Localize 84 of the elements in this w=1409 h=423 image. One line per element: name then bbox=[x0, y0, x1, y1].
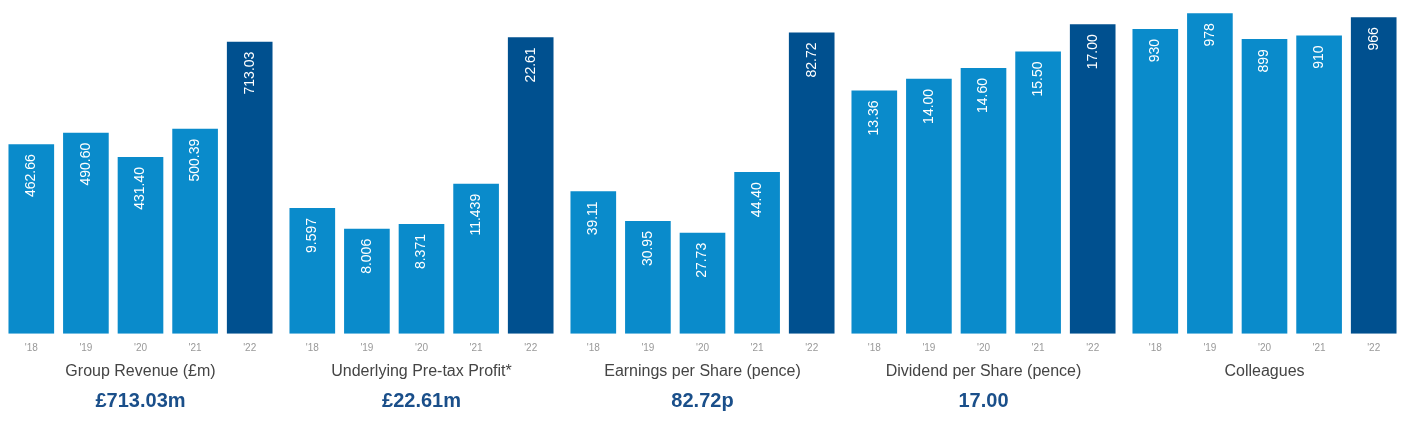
data-label: 8.371 bbox=[412, 233, 429, 270]
x-tick-label: '21 bbox=[1312, 341, 1327, 353]
x-tick-label: '22 bbox=[1367, 341, 1381, 353]
x-axis-title: Group Revenue (£m) bbox=[65, 361, 216, 379]
bar bbox=[344, 228, 390, 334]
bar bbox=[289, 207, 336, 334]
bar bbox=[172, 128, 218, 334]
data-label: 8.006 bbox=[357, 238, 374, 274]
bar bbox=[1187, 13, 1233, 334]
x-axis-title: Dividend per Share (pence) bbox=[885, 361, 1082, 379]
x-tick-label: '21 bbox=[188, 341, 203, 353]
data-label: 14.00 bbox=[919, 88, 936, 124]
x-tick-label: '20 bbox=[1257, 341, 1272, 353]
text: 82.72p bbox=[671, 389, 734, 413]
data-label: 13.36 bbox=[865, 100, 882, 136]
data-label: 910 bbox=[1309, 45, 1326, 69]
x-tick-label: '22 bbox=[1086, 341, 1100, 353]
data-label: 27.73 bbox=[693, 242, 710, 278]
data-label: 15.50 bbox=[1028, 61, 1045, 97]
x-tick-label: '22 bbox=[524, 341, 538, 353]
x-tick-label: '22 bbox=[805, 341, 819, 353]
data-label: 82.72 bbox=[802, 42, 819, 78]
bar bbox=[1350, 17, 1397, 334]
x-tick-label: '21 bbox=[1031, 341, 1046, 353]
bar bbox=[851, 90, 898, 334]
data-label: 11.439 bbox=[466, 193, 483, 236]
bar bbox=[1069, 24, 1116, 334]
bar bbox=[1132, 28, 1179, 334]
x-tick-label: '20 bbox=[414, 341, 429, 353]
bar bbox=[226, 41, 273, 334]
data-label: 39.11 bbox=[584, 201, 601, 236]
data-label: 30.95 bbox=[638, 230, 655, 267]
text: £22.61m bbox=[382, 389, 461, 413]
x-tick-label: '18 bbox=[867, 341, 882, 353]
x-tick-label: '19 bbox=[360, 341, 374, 353]
x-axis-title: Earnings per Share (pence) bbox=[604, 361, 801, 379]
bar bbox=[63, 132, 109, 334]
bar bbox=[788, 32, 835, 334]
bar bbox=[117, 157, 164, 334]
data-label: 22.61 bbox=[521, 47, 538, 83]
x-tick-label: '18 bbox=[1148, 341, 1163, 353]
x-tick-label: '18 bbox=[305, 341, 320, 353]
bar bbox=[679, 232, 726, 334]
data-label: 490.60 bbox=[76, 142, 93, 186]
data-label: 930 bbox=[1146, 38, 1163, 63]
data-label: 431.40 bbox=[131, 166, 148, 210]
data-label: 966 bbox=[1364, 26, 1381, 51]
data-label: 14.60 bbox=[974, 77, 991, 113]
x-tick-label: '18 bbox=[586, 341, 601, 353]
bar bbox=[507, 37, 554, 334]
bar bbox=[960, 67, 1007, 334]
bar bbox=[906, 78, 952, 334]
bar bbox=[1296, 35, 1342, 334]
bar bbox=[625, 221, 671, 334]
data-label: 17.00 bbox=[1083, 34, 1100, 70]
x-axis-title: Underlying Pre-tax Profit* bbox=[331, 361, 512, 379]
text: £713.03m bbox=[95, 389, 186, 413]
data-label: 44.40 bbox=[747, 181, 764, 218]
data-label: 899 bbox=[1255, 48, 1272, 73]
bar bbox=[398, 224, 445, 334]
x-axis-title: Colleagues bbox=[1224, 361, 1305, 379]
bar bbox=[453, 183, 499, 334]
x-tick-label: '19 bbox=[79, 341, 93, 353]
x-tick-label: '22 bbox=[243, 341, 257, 353]
x-tick-label: '20 bbox=[133, 341, 148, 353]
bar bbox=[1241, 39, 1288, 334]
x-tick-label: '18 bbox=[24, 341, 39, 353]
x-tick-label: '20 bbox=[976, 341, 991, 353]
x-tick-label: '21 bbox=[469, 341, 484, 353]
text: 17.00 bbox=[958, 389, 1009, 413]
data-label: 462.66 bbox=[22, 154, 39, 198]
x-tick-label: '21 bbox=[750, 341, 765, 353]
x-tick-label: '19 bbox=[1203, 341, 1217, 353]
bar bbox=[734, 172, 780, 334]
bar bbox=[1015, 51, 1061, 334]
data-label: 978 bbox=[1200, 23, 1217, 47]
data-label: 713.03 bbox=[240, 51, 257, 95]
x-tick-label: '20 bbox=[695, 341, 710, 353]
x-tick-label: '19 bbox=[922, 341, 936, 353]
data-label: 9.597 bbox=[303, 217, 320, 254]
bar bbox=[8, 144, 55, 334]
bar bbox=[570, 191, 617, 334]
data-label: 500.39 bbox=[185, 138, 202, 182]
x-tick-label: '19 bbox=[641, 341, 655, 353]
